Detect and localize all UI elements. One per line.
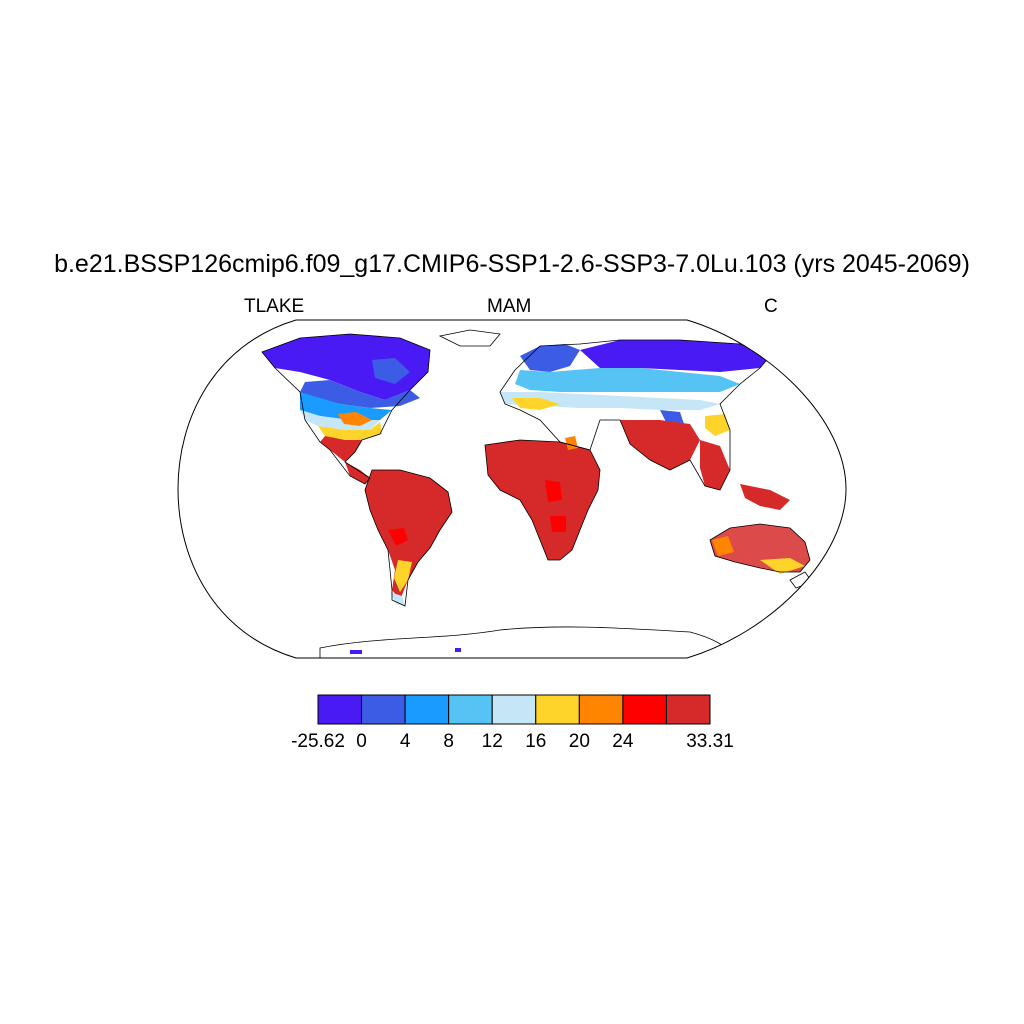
units-label: C <box>764 296 778 317</box>
colorbar-swatch <box>448 694 493 725</box>
north-america-data <box>262 334 430 484</box>
colorbar-swatch <box>665 694 711 725</box>
antarctica-data <box>350 648 461 654</box>
variable-label: TLAKE <box>244 296 305 317</box>
map-title: b.e21.BSSP126cmip6.f09_g17.CMIP6-SSP1-2.… <box>54 250 970 278</box>
colorbar-tick-label: 12 <box>481 731 503 752</box>
colorbar-swatch <box>491 694 537 725</box>
colorbar-swatch <box>317 694 363 725</box>
colorbar-swatch <box>535 694 580 725</box>
colorbar-swatch <box>578 694 624 725</box>
colorbar-tick-label: 33.31 <box>686 731 734 752</box>
colorbar-tick-label: 4 <box>399 731 411 752</box>
colorbar-tick-label: -25.62 <box>291 731 345 752</box>
south-america-data <box>365 470 452 606</box>
africa-data <box>485 436 600 560</box>
colorbar-tick-label: 16 <box>525 731 547 752</box>
coastlines <box>261 329 813 658</box>
colorbar-swatch <box>404 694 450 725</box>
season-label: MAM <box>487 296 532 317</box>
colorbar-tick-label: 8 <box>443 731 454 752</box>
colorbar-swatch <box>361 694 406 725</box>
colorbar-tick-label: 20 <box>568 731 590 752</box>
australia-data <box>710 524 810 574</box>
colorbar-tick-label: 0 <box>356 731 367 752</box>
map-border <box>177 319 847 659</box>
colorbar-tick-label: 24 <box>612 731 634 752</box>
colorbar-swatch <box>622 694 667 725</box>
